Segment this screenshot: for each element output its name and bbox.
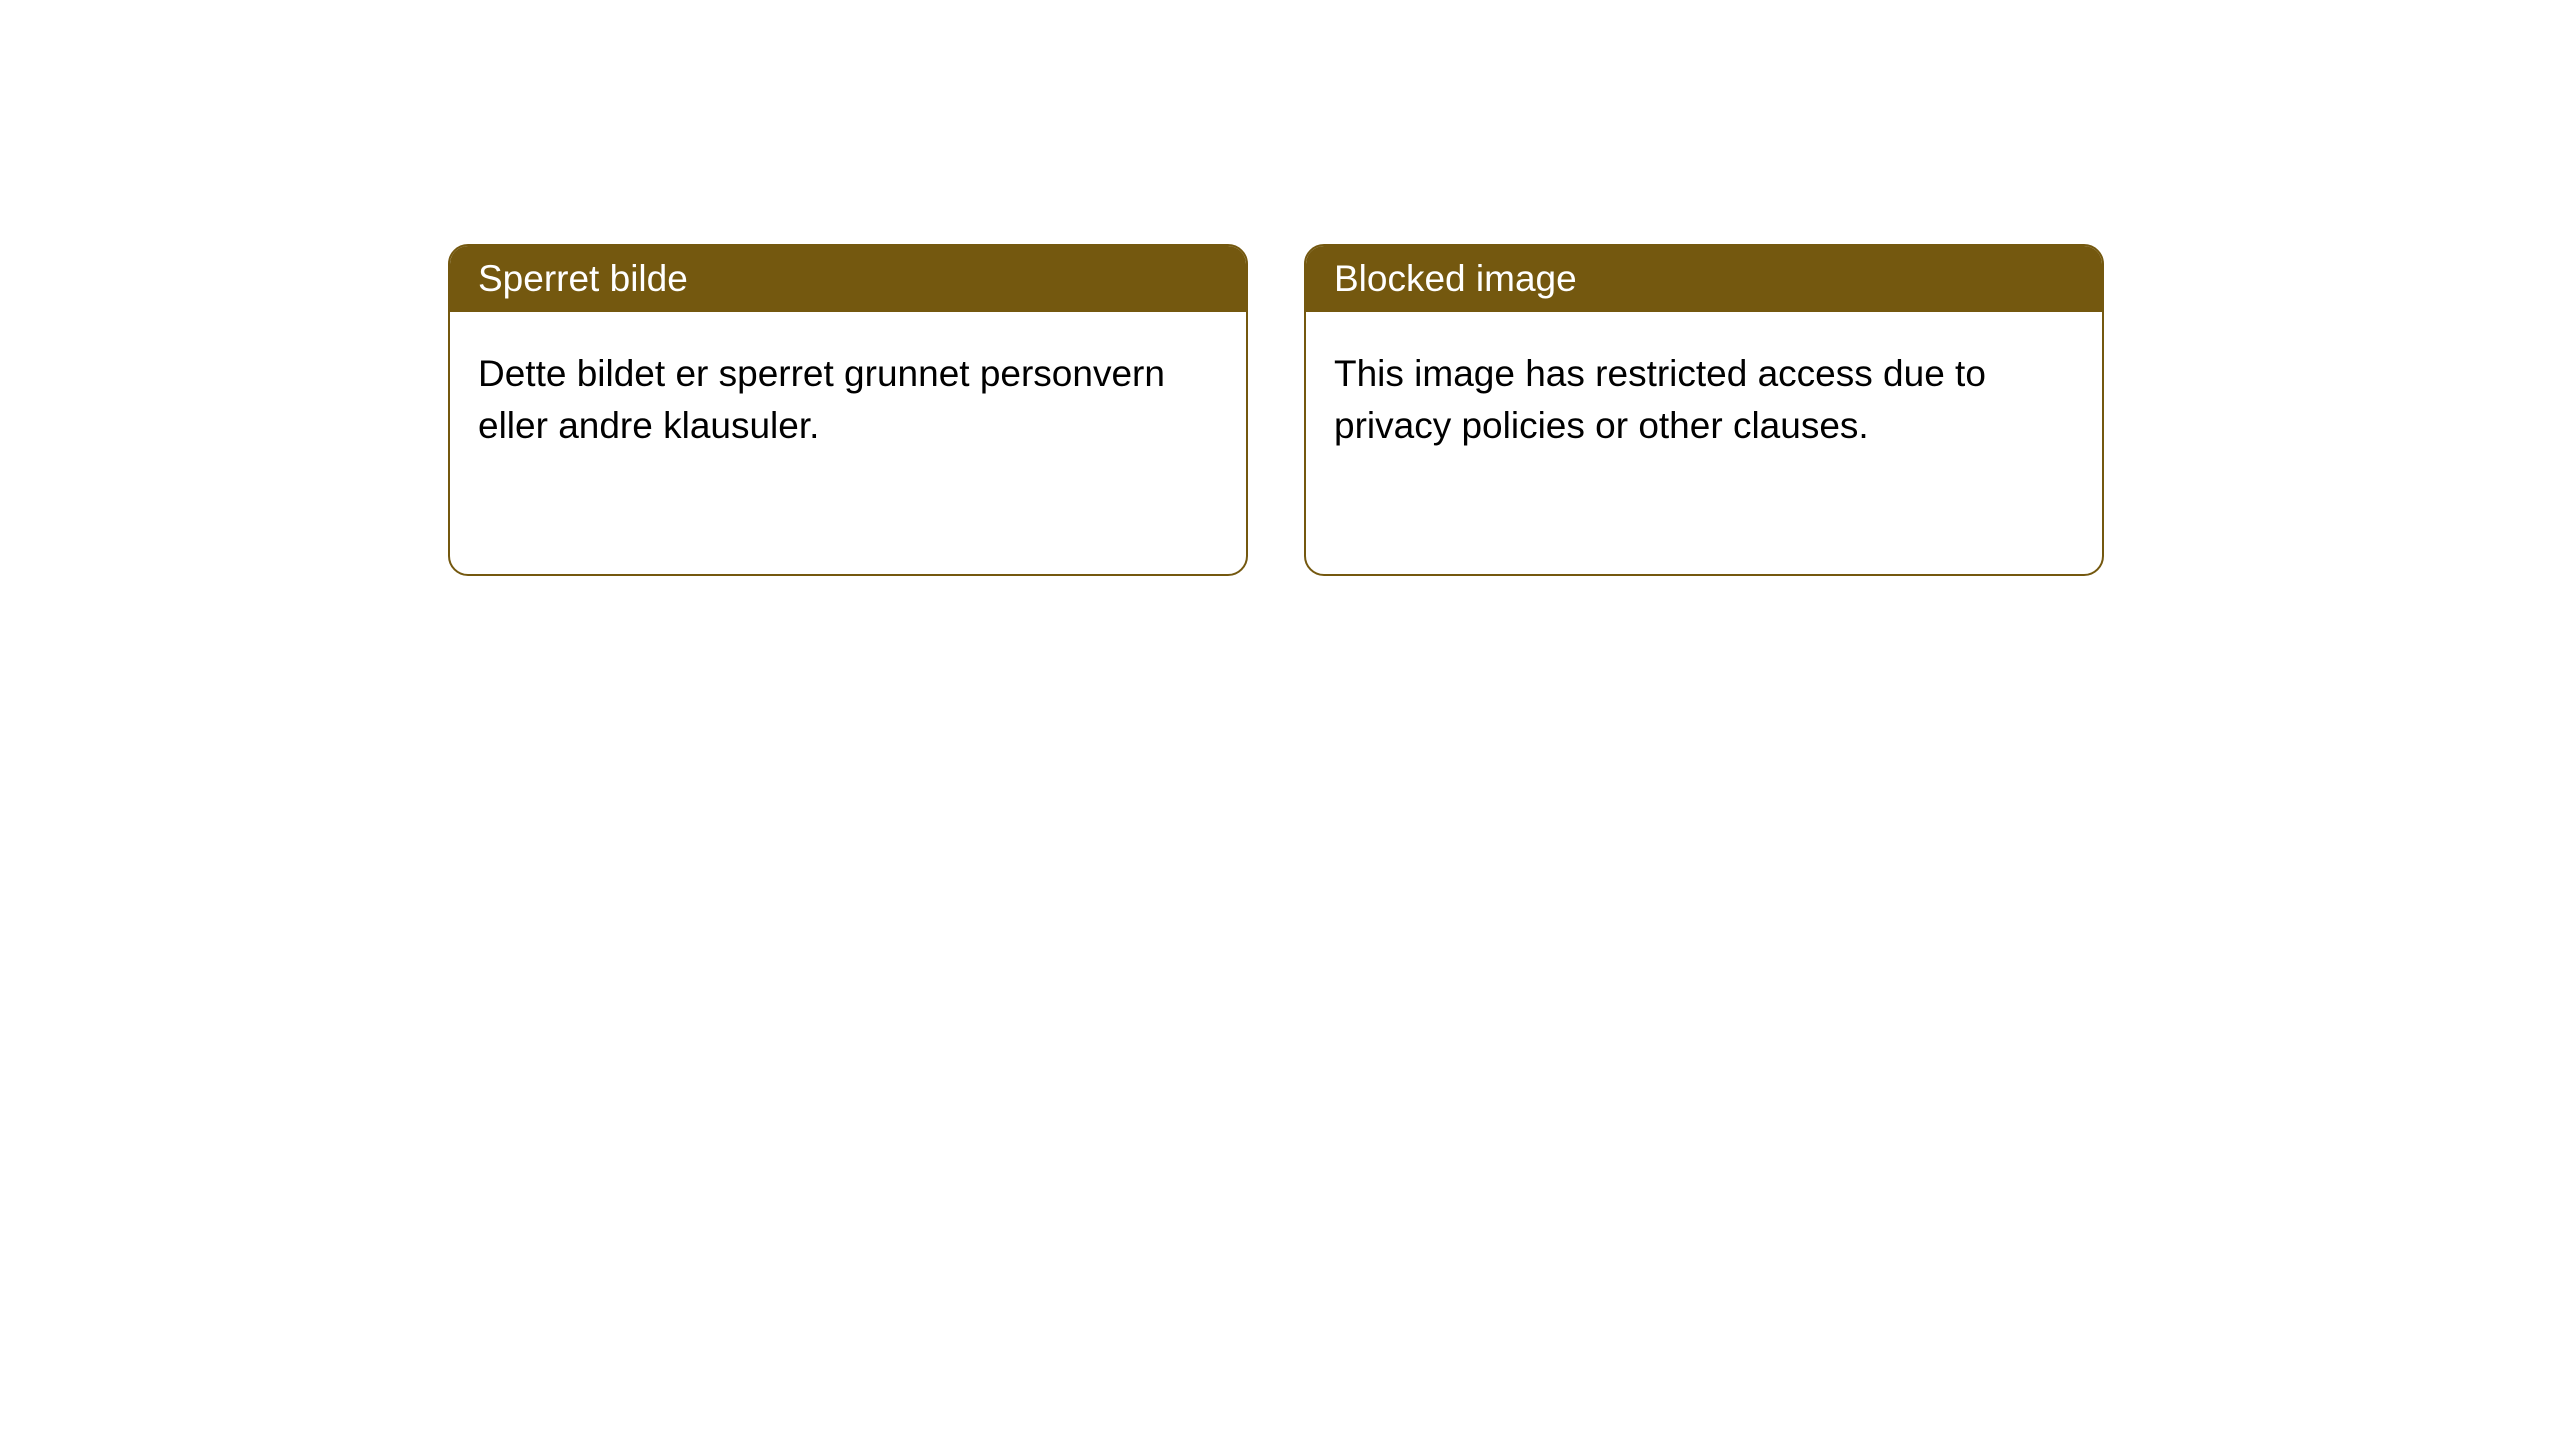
notice-body: This image has restricted access due to … (1306, 312, 2102, 488)
notice-card-norwegian: Sperret bilde Dette bildet er sperret gr… (448, 244, 1248, 576)
notice-title: Blocked image (1306, 246, 2102, 312)
notice-container: Sperret bilde Dette bildet er sperret gr… (448, 244, 2104, 576)
notice-body: Dette bildet er sperret grunnet personve… (450, 312, 1246, 488)
notice-card-english: Blocked image This image has restricted … (1304, 244, 2104, 576)
notice-title: Sperret bilde (450, 246, 1246, 312)
